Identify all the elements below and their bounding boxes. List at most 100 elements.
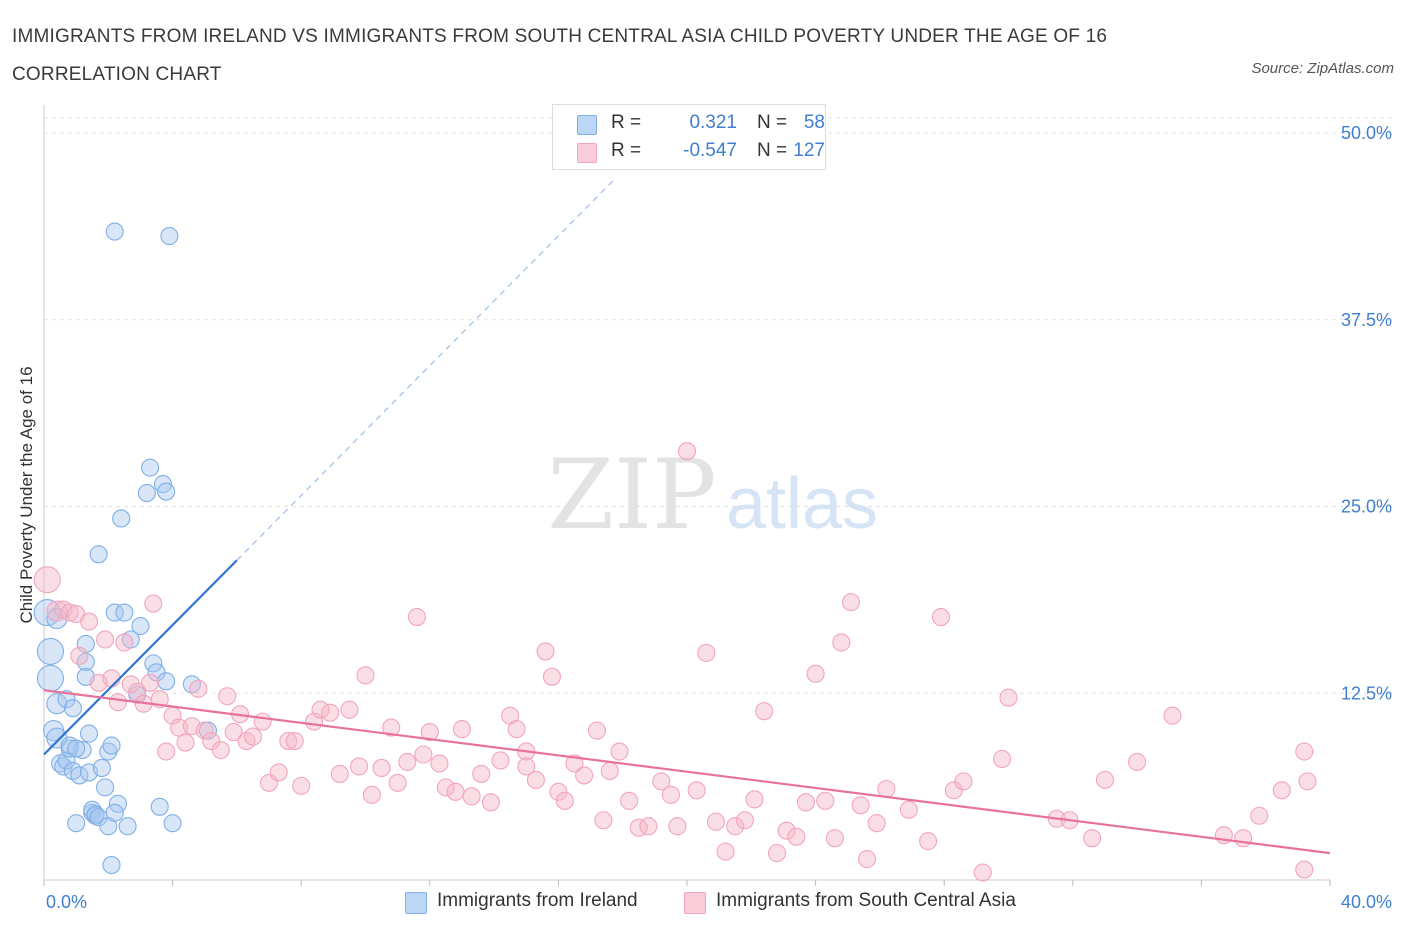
data-point-south-central-asia xyxy=(594,811,613,830)
data-point-south-central-asia xyxy=(195,721,214,740)
data-point-south-central-asia xyxy=(452,720,472,739)
data-point-south-central-asia xyxy=(697,643,716,662)
data-point-south-central-asia xyxy=(954,772,973,791)
data-point-south-central-asia xyxy=(639,817,658,836)
legend-swatch-ireland xyxy=(405,892,427,914)
legend-label-south-central-asia: Immigrants from South Central Asia xyxy=(716,890,1016,911)
axes xyxy=(43,105,1331,886)
data-point-ireland xyxy=(73,740,92,760)
y-tick-label: 25.0% xyxy=(1341,497,1392,517)
data-point-south-central-asia xyxy=(867,814,886,833)
data-point-south-central-asia xyxy=(96,630,115,649)
data-point-south-central-asia xyxy=(340,700,359,719)
data-point-ireland xyxy=(57,751,76,770)
data-point-south-central-asia xyxy=(70,646,89,665)
data-point-south-central-asia xyxy=(999,688,1018,707)
data-point-south-central-asia xyxy=(211,740,230,760)
r-label: R = xyxy=(611,112,642,133)
data-point-south-central-asia xyxy=(1250,806,1269,825)
data-point-south-central-asia xyxy=(462,787,481,806)
data-point-south-central-asia xyxy=(144,594,163,613)
data-point-south-central-asia xyxy=(1095,770,1114,789)
chart-title: IMMIGRANTS FROM IRELAND VS IMMIGRANTS FR… xyxy=(12,26,1108,85)
data-point-south-central-asia xyxy=(1128,752,1147,772)
data-point-south-central-asia xyxy=(321,703,340,722)
data-point-south-central-asia xyxy=(33,566,61,594)
data-point-south-central-asia xyxy=(481,793,500,812)
series-ireland-points xyxy=(33,222,218,875)
data-point-ireland xyxy=(137,484,156,503)
data-point-south-central-asia xyxy=(787,827,806,846)
n-value: 58 xyxy=(803,112,825,133)
data-point-south-central-asia xyxy=(777,821,796,840)
data-point-south-central-asia xyxy=(806,664,825,683)
data-point-south-central-asia xyxy=(610,742,629,761)
data-point-south-central-asia xyxy=(285,732,304,751)
data-point-south-central-asia xyxy=(108,693,127,712)
data-point-south-central-asia xyxy=(141,673,160,692)
x-tick-label: 0.0% xyxy=(46,892,87,912)
data-point-south-central-asia xyxy=(745,790,764,809)
data-point-south-central-asia xyxy=(189,679,208,698)
data-point-south-central-asia xyxy=(362,785,381,804)
data-point-south-central-asia xyxy=(931,608,951,627)
trend-line-ireland xyxy=(43,559,238,756)
data-point-ireland xyxy=(105,803,124,822)
r-value: 0.321 xyxy=(689,112,737,133)
data-point-ireland xyxy=(67,739,86,758)
data-point-south-central-asia xyxy=(832,633,851,652)
data-point-south-central-asia xyxy=(851,796,870,815)
data-point-south-central-asia xyxy=(600,761,619,780)
x-tick-label: 40.0% xyxy=(1341,892,1392,912)
data-point-south-central-asia xyxy=(1295,742,1314,761)
data-point-south-central-asia xyxy=(652,772,671,791)
data-point-ireland xyxy=(160,227,179,246)
data-point-south-central-asia xyxy=(350,757,369,776)
n-label: N = xyxy=(757,140,788,161)
data-point-south-central-asia xyxy=(157,742,176,761)
stats-swatch-south-central-asia xyxy=(577,143,597,163)
data-point-south-central-asia xyxy=(555,791,574,810)
data-point-south-central-asia xyxy=(115,633,134,652)
tick-labels: 12.5% 25.0% 37.5% 50.0% 0.0% 40.0% xyxy=(46,123,1392,912)
data-point-ireland xyxy=(46,693,68,715)
data-point-south-central-asia xyxy=(661,785,680,804)
y-tick-label: 12.5% xyxy=(1341,683,1392,703)
data-point-ireland xyxy=(89,545,108,564)
y-tick-label: 37.5% xyxy=(1341,310,1392,330)
data-point-ireland xyxy=(86,805,105,824)
data-point-south-central-asia xyxy=(507,720,526,739)
data-point-south-central-asia xyxy=(102,669,121,688)
data-point-south-central-asia xyxy=(629,818,648,837)
n-label: N = xyxy=(757,112,788,133)
data-point-south-central-asia xyxy=(292,776,311,795)
data-point-south-central-asia xyxy=(436,778,455,797)
data-point-south-central-asia xyxy=(356,666,375,685)
data-point-ireland xyxy=(63,699,82,718)
data-point-south-central-asia xyxy=(899,800,918,819)
data-point-ireland xyxy=(115,603,134,622)
data-point-south-central-asia xyxy=(414,745,433,764)
data-point-south-central-asia xyxy=(253,712,272,731)
data-point-south-central-asia xyxy=(677,442,697,461)
data-point-south-central-asia xyxy=(430,754,449,773)
data-point-ireland xyxy=(131,616,150,636)
data-point-south-central-asia xyxy=(542,667,562,686)
data-point-south-central-asia xyxy=(575,766,594,785)
data-point-south-central-asia xyxy=(620,791,639,810)
watermark: ZIP atlas xyxy=(547,439,878,551)
data-point-south-central-asia xyxy=(735,811,754,830)
data-point-south-central-asia xyxy=(388,773,407,792)
data-point-ireland xyxy=(163,814,182,833)
trend-lines xyxy=(43,180,1331,855)
data-point-south-central-asia xyxy=(668,817,687,836)
data-point-ireland xyxy=(102,856,121,875)
data-point-south-central-asia xyxy=(372,758,391,778)
gridlines xyxy=(44,117,1392,694)
stats-swatch-ireland xyxy=(577,115,597,135)
r-value: -0.547 xyxy=(683,140,737,161)
data-point-south-central-asia xyxy=(767,844,787,863)
data-point-ireland xyxy=(36,637,64,665)
data-point-ireland xyxy=(46,607,68,630)
